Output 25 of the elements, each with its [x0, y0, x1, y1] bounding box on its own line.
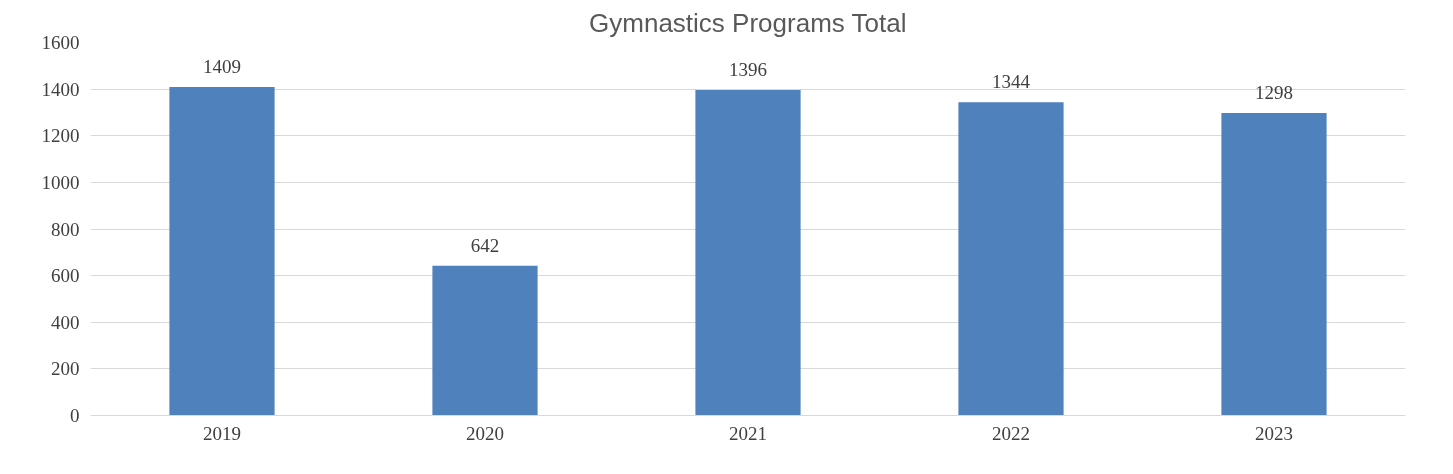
- y-tick-label: 600: [51, 265, 80, 287]
- y-tick-label: 0: [70, 405, 80, 426]
- y-tick-label: 1200: [41, 125, 80, 147]
- bar: [169, 87, 275, 416]
- data-label: 642: [470, 234, 500, 256]
- y-tick-label: 1600: [41, 32, 80, 53]
- x-tick-label: 2019: [203, 422, 241, 444]
- bar: [958, 102, 1064, 416]
- y-tick-label: 1400: [41, 78, 80, 100]
- x-tick-label: 2023: [1255, 422, 1293, 444]
- data-label: 1298: [1255, 81, 1293, 103]
- bar: [695, 90, 801, 416]
- y-tick-label: 800: [51, 218, 80, 240]
- x-tick-label: 2021: [729, 422, 767, 444]
- data-label: 1396: [729, 59, 767, 81]
- chart-title: Gymnastics Programs Total: [589, 7, 907, 38]
- bar: [432, 265, 538, 416]
- data-label: 1409: [203, 56, 241, 78]
- x-tick-label: 2020: [466, 422, 504, 444]
- y-tick-label: 400: [51, 311, 80, 333]
- y-tick-label: 1000: [41, 171, 80, 193]
- data-label: 1344: [992, 71, 1031, 93]
- bar: [1221, 112, 1327, 416]
- x-tick-label: 2022: [992, 422, 1030, 444]
- y-tick-label: 200: [51, 358, 80, 380]
